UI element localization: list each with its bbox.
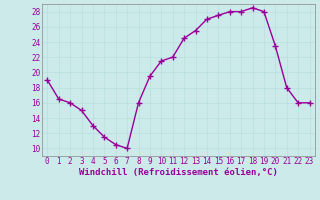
- X-axis label: Windchill (Refroidissement éolien,°C): Windchill (Refroidissement éolien,°C): [79, 168, 278, 177]
